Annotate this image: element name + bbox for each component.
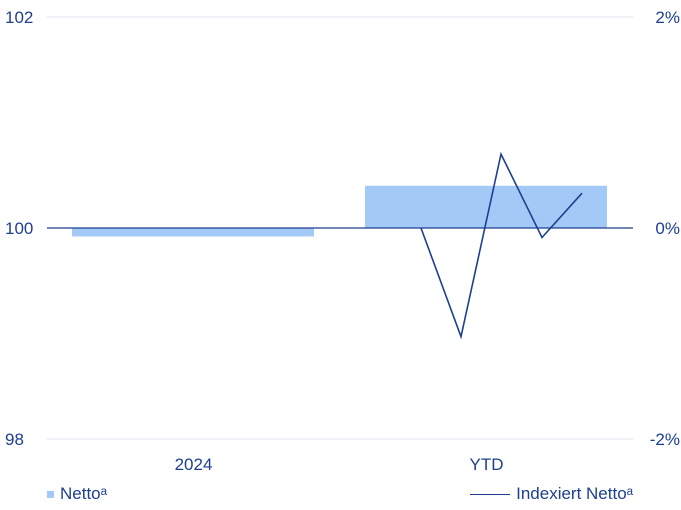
category-label: YTD bbox=[470, 455, 504, 474]
category-labels: 2024 YTD bbox=[175, 455, 504, 474]
legend-label-netto: Nettoᵃ bbox=[60, 484, 107, 503]
left-tick-label: 102 bbox=[5, 8, 33, 27]
bars bbox=[72, 185, 607, 237]
indexiert-netto-line bbox=[420, 151, 583, 340]
right-tick-label: 0% bbox=[655, 219, 680, 238]
legend-swatch-line bbox=[470, 493, 511, 495]
right-tick-label: -2% bbox=[650, 430, 680, 449]
left-tick-label: 98 bbox=[5, 430, 24, 449]
left-axis-ticks: 102 100 98 bbox=[5, 8, 33, 449]
legend-item-indexiert-netto: Indexiert Nettoᵃ bbox=[470, 484, 633, 504]
right-axis-ticks: 2% 0% -2% bbox=[650, 8, 680, 449]
legend-swatch-bar bbox=[47, 490, 54, 498]
left-tick-label: 100 bbox=[5, 219, 33, 238]
gridlines bbox=[47, 16, 633, 440]
legend-item-netto: Nettoᵃ bbox=[47, 484, 107, 504]
right-tick-label: 2% bbox=[655, 8, 680, 27]
legend-label-indexiert-netto: Indexiert Nettoᵃ bbox=[516, 484, 633, 503]
bar-2024 bbox=[72, 228, 314, 237]
category-label: 2024 bbox=[175, 455, 213, 474]
